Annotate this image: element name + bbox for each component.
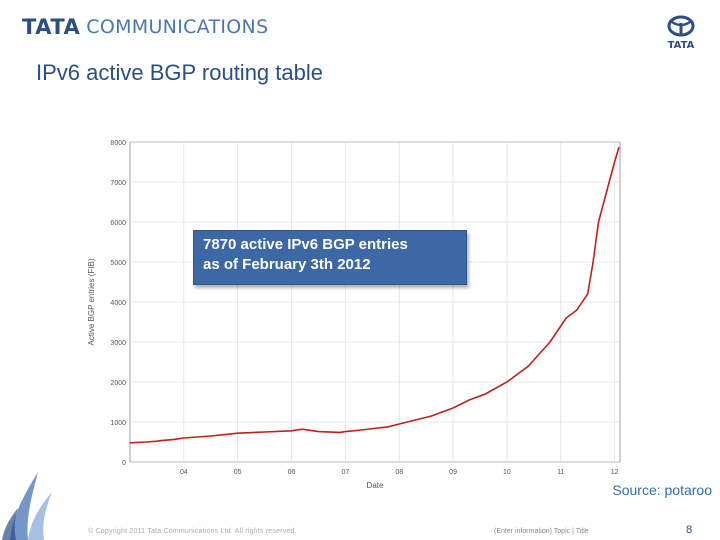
- x-tick-label: 06: [288, 469, 296, 476]
- y-tick-label: 3000: [110, 340, 126, 347]
- y-tick-label: 1000: [110, 420, 126, 427]
- logo-brand: TATA: [22, 15, 81, 39]
- y-axis-label: Active BGP entries (FIB): [87, 258, 96, 345]
- entries-callout: 7870 active IPv6 BGP entries as of Febru…: [193, 230, 467, 285]
- y-tick-label: 7000: [110, 180, 126, 187]
- y-tick-label: 8000: [110, 140, 126, 147]
- x-tick-label: 05: [234, 469, 242, 476]
- bgp-line-chart: 0 1000 2000 3000 4000 5000 6000 7000 8000 04 05 06 0…: [87, 140, 621, 490]
- x-tick-label: 09: [449, 469, 457, 476]
- callout-line-1: 7870 active IPv6 BGP entries: [203, 236, 408, 253]
- source-note: Source: potaroo: [612, 482, 712, 498]
- callout-line-2: as of February 3th 2012: [203, 256, 371, 273]
- x-tick-label: 07: [341, 469, 349, 476]
- y-tick-label: 4000: [110, 300, 126, 307]
- x-axis-label: Date: [367, 481, 384, 490]
- tata-communications-logo: TATA COMMUNICATIONS: [22, 14, 268, 40]
- y-tick-label: 6000: [110, 220, 126, 227]
- copyright-text: © Copyright 2011 Tata Communications Ltd…: [88, 528, 297, 535]
- x-tick-label: 11: [557, 469, 564, 476]
- x-tick-label: 12: [611, 469, 619, 476]
- y-tick-label: 0: [122, 460, 126, 467]
- page-number: 8: [686, 524, 693, 536]
- tata-emblem-icon: TATA: [660, 14, 702, 54]
- slide-title: IPv6 active BGP routing table: [36, 60, 323, 85]
- logo-word: COMMUNICATIONS: [86, 16, 269, 38]
- footer-topic: (Enter information) Topic | Title: [494, 528, 589, 535]
- x-tick-label: 10: [503, 469, 511, 476]
- y-tick-label: 5000: [110, 260, 126, 267]
- y-tick-label: 2000: [110, 380, 126, 387]
- decorative-swoosh-icon: [2, 472, 52, 540]
- emblem-text: TATA: [667, 40, 695, 51]
- x-tick-label: 04: [180, 469, 188, 476]
- bgp-series-line: [129, 146, 620, 444]
- x-tick-label: 08: [395, 469, 403, 476]
